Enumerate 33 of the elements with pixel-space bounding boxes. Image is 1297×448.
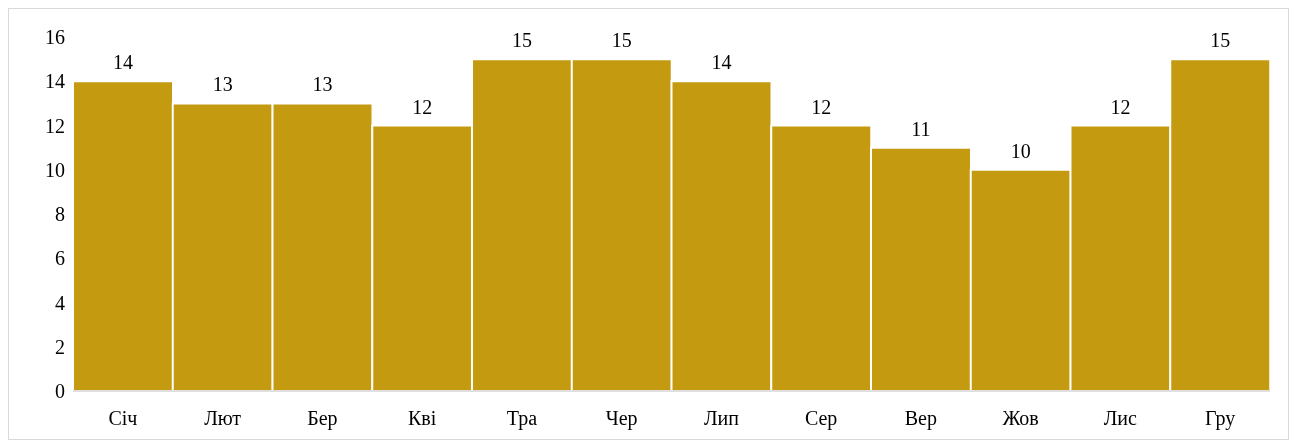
x-tick-label: Жов <box>1002 407 1039 430</box>
data-label: 11 <box>911 117 931 140</box>
y-tick-label: 6 <box>55 247 65 270</box>
x-tick-label: Сер <box>804 407 838 431</box>
x-tick-label: Кві <box>407 407 437 430</box>
data-label: 12 <box>412 95 433 118</box>
y-tick-label: 4 <box>55 291 65 314</box>
x-tick-label: Січ <box>108 407 138 430</box>
data-label: 14 <box>711 51 732 74</box>
x-tick-label: Тра <box>506 407 538 431</box>
y-tick-label: 0 <box>55 380 65 403</box>
data-label: 12 <box>1110 95 1131 118</box>
y-tick-label: 2 <box>55 335 65 358</box>
x-tick-label: Бер <box>307 407 338 431</box>
x-tick-label: Чер <box>605 407 638 431</box>
y-tick-label: 16 <box>45 26 65 49</box>
x-tick-label: Гру <box>1205 407 1236 431</box>
y-tick-label: 10 <box>45 158 65 181</box>
data-label: 15 <box>1210 29 1231 52</box>
data-label: 12 <box>811 95 832 118</box>
y-tick-label: 14 <box>45 70 65 93</box>
x-tick-label: Вер <box>904 407 937 431</box>
data-label: 15 <box>512 29 532 52</box>
x-tick-label: Лис <box>1103 407 1138 430</box>
data-label: 13 <box>312 73 333 96</box>
y-tick-label: 12 <box>45 114 65 137</box>
x-tick-label: Лип <box>703 407 740 430</box>
data-label: 13 <box>212 73 233 96</box>
data-label: 14 <box>113 51 133 74</box>
data-label: 10 <box>1010 139 1031 162</box>
data-label: 15 <box>611 29 632 52</box>
x-tick-label: Лют <box>204 407 242 430</box>
y-tick-label: 8 <box>55 203 65 226</box>
